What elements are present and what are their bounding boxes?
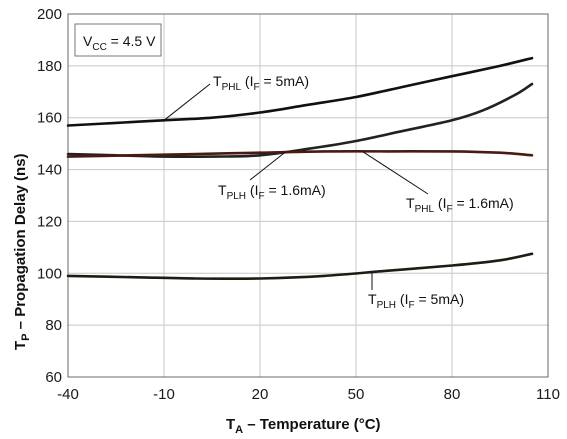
y-tick-label: 120 <box>37 213 62 230</box>
series-lines <box>66 56 534 281</box>
y-tick-label: 80 <box>45 317 62 334</box>
y-tick-label: 180 <box>37 58 62 75</box>
x-tick-label: -10 <box>153 386 175 403</box>
series-line-tphl-5ma <box>66 56 534 127</box>
y-axis-ticks: 60 80 100 120 140 160 180 200 <box>37 6 62 386</box>
y-tick-label: 160 <box>37 110 62 127</box>
x-tick-label: 80 <box>444 386 461 403</box>
series-label-tphl-5ma: TPHL (IF = 5mA) <box>213 73 309 93</box>
y-tick-label: 200 <box>37 6 62 23</box>
condition-label: VCC = 4.5 V <box>83 33 156 53</box>
leader-line <box>362 151 429 195</box>
x-tick-label: 50 <box>348 386 365 403</box>
y-tick-label: 100 <box>37 265 62 282</box>
x-tick-label: 110 <box>536 386 560 403</box>
y-tick-label: 60 <box>45 369 62 386</box>
series-label-tplh-1-6ma: TPLH (IF = 1.6mA) <box>218 182 326 202</box>
y-axis-title: TP – Propagation Delay (ns) <box>12 153 32 350</box>
series-line-tphl-1-6ma <box>66 150 534 158</box>
x-axis-ticks: -40 -10 20 50 80 110 <box>57 386 560 403</box>
x-axis-title: TA – Temperature (°C) <box>226 416 381 436</box>
condition-box <box>74 23 162 57</box>
leader-line <box>163 83 211 121</box>
label-leader-lines <box>163 83 429 290</box>
series-line-tplh-1-6ma <box>66 82 534 159</box>
series-line-tplh-5ma <box>66 252 534 281</box>
plot-frame <box>67 13 549 378</box>
y-tick-label: 140 <box>37 162 62 179</box>
leader-line <box>249 151 286 181</box>
series-label-tplh-5ma: TPLH (IF = 5mA) <box>368 291 464 311</box>
x-tick-label: -40 <box>57 386 79 403</box>
series-label-tphl-1-6ma: TPHL (IF = 1.6mA) <box>406 195 514 215</box>
x-tick-label: 20 <box>252 386 269 403</box>
